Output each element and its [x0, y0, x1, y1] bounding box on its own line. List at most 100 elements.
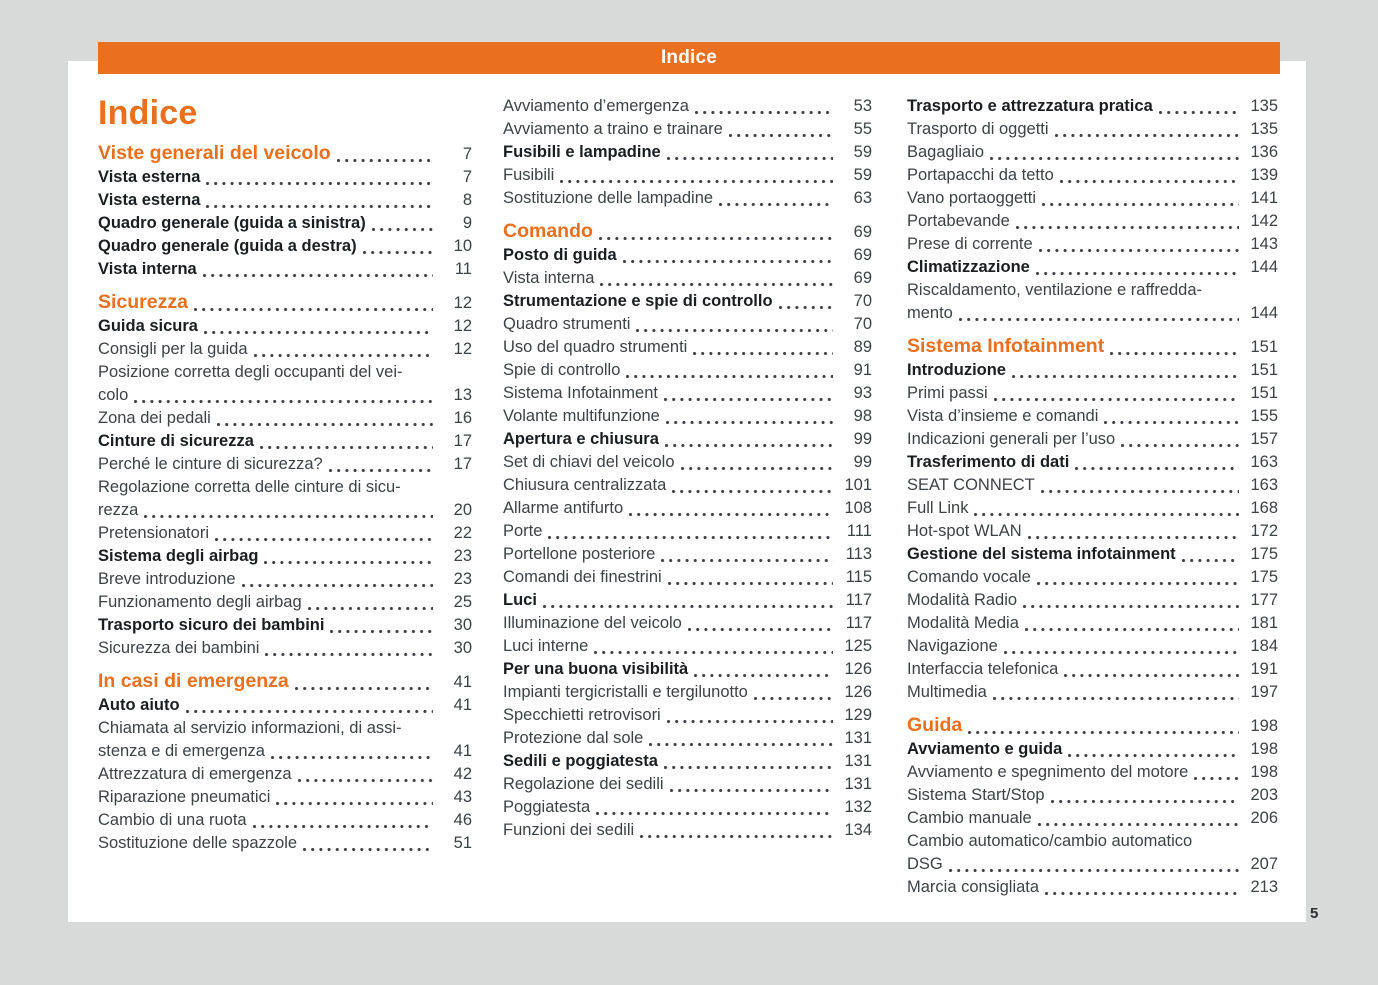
toc-page-number: 168 [1250, 499, 1278, 517]
toc-entry: stenza e di emergenza 41 [98, 740, 472, 763]
toc-page-number: 12 [453, 340, 472, 358]
dot-leader [560, 168, 833, 187]
toc-entry-label: Primi passi [907, 384, 988, 402]
toc-entry-label: Cambio manuale [907, 809, 1032, 827]
toc-entry: Spie di controllo 91 [503, 359, 872, 382]
dot-leader [1104, 409, 1239, 428]
toc-page-number: 23 [453, 547, 472, 565]
toc-entry-label: Protezione dal sole [503, 729, 644, 747]
toc-entry: Avviamento a traino e trainare 55 [503, 118, 872, 141]
toc-entry: Luci interne 125 [503, 635, 872, 658]
toc-page-number: 41 [453, 696, 472, 714]
toc-entry-label: Navigazione [907, 637, 998, 655]
toc-entry-label: Fusibili e lampadine [503, 143, 661, 161]
toc-entry-label: Set di chiavi del veicolo [503, 453, 675, 471]
dot-leader [968, 719, 1239, 738]
dot-leader [600, 271, 833, 290]
toc-entry: Avviamento d’emergenza 53 [503, 95, 872, 118]
toc-list-2: Avviamento d’emergenza 53 Avviamento a tra… [503, 95, 872, 842]
toc-entry: Vista d’insieme e comandi 155 [907, 405, 1278, 428]
dot-leader [664, 432, 833, 451]
toc-entry-label: Attrezzatura di emergenza [98, 765, 292, 783]
toc-entry-label: Impianti tergicristalli e tergilunotto [503, 683, 748, 701]
toc-entry: Navigazione 184 [907, 635, 1278, 658]
toc-entry-label: Sostituzione delle spazzole [98, 834, 298, 852]
toc-entry: Perché le cinture di sicurezza? 17 [98, 453, 472, 476]
dot-leader [598, 225, 833, 244]
toc-page-number: 144 [1250, 258, 1278, 276]
toc-page-number: 132 [844, 798, 872, 816]
toc-page-number: 151 [1250, 361, 1278, 379]
toc-page-number: 69 [853, 223, 872, 241]
toc-entry-label: Zona dei pedali [98, 409, 211, 427]
toc-entry: Sostituzione delle lampadine 63 [503, 187, 872, 210]
toc-page-number: 17 [453, 455, 472, 473]
toc-entry-label: Vista interna [503, 269, 595, 287]
toc-entry-label: Funzioni dei sedili [503, 821, 635, 839]
dot-leader [1059, 168, 1239, 187]
toc-entry: Modalità Media 181 [907, 612, 1278, 635]
toc-page-number: 11 [454, 260, 472, 278]
toc-page-number: 30 [453, 616, 472, 634]
toc-page-number: 63 [853, 189, 872, 207]
toc-entry: Allarme antifurto 108 [503, 497, 872, 520]
dot-leader [649, 731, 833, 750]
toc-entry-label: Allarme antifurto [503, 499, 624, 517]
toc-page-number: 30 [453, 639, 472, 657]
toc-entry-label: SEAT CONNECT [907, 476, 1035, 494]
toc-page-number: 51 [453, 834, 472, 852]
toc-entry-label: Modalità Radio [907, 591, 1018, 609]
dot-leader [1194, 765, 1239, 784]
toc-page-number: 131 [844, 729, 872, 747]
toc-entry: Volante multifunzione 98 [503, 405, 872, 428]
toc-content: Indice Viste generali del veicolo 7 Vista … [98, 95, 1278, 899]
dot-leader [664, 386, 833, 405]
toc-page-number: 22 [453, 524, 472, 542]
dot-leader [206, 170, 433, 189]
toc-section-entry: Comando 69 [503, 220, 872, 244]
dot-leader [992, 685, 1239, 704]
toc-entry-label: Illuminazione del veicolo [503, 614, 682, 632]
dot-leader [1011, 363, 1239, 382]
toc-page-number: 151 [1250, 384, 1278, 402]
toc-entry-label: DSG [907, 855, 943, 873]
dot-leader [974, 501, 1239, 520]
toc-page-number: 126 [844, 660, 872, 678]
toc-entry: Cinture di sicurezza 17 [98, 430, 472, 453]
toc-entry-label: Porte [503, 522, 543, 540]
toc-entry: Trasporto e attrezzatura pratica 135 [907, 95, 1278, 118]
toc-entry-label: Avviamento e guida [907, 740, 1063, 758]
toc-page-number: 184 [1250, 637, 1278, 655]
toc-entry: Portapacchi da tetto 139 [907, 164, 1278, 187]
dot-leader [144, 503, 433, 522]
toc-page-number: 135 [1250, 97, 1278, 115]
toc-entry-label: Hot-spot WLAN [907, 522, 1022, 540]
dot-leader [270, 744, 433, 763]
dot-leader [622, 248, 833, 267]
toc-page-number: 198 [1250, 717, 1278, 735]
toc-entry-label: Luci [503, 591, 537, 609]
page-header-bar: Indice [98, 42, 1280, 74]
toc-entry-label: colo [98, 386, 129, 404]
toc-page-number: 144 [1250, 304, 1278, 322]
toc-entry-label: Luci interne [503, 637, 589, 655]
dot-leader [1158, 99, 1239, 118]
toc-entry: SEAT CONNECT 163 [907, 474, 1278, 497]
toc-page-number: 207 [1250, 855, 1278, 873]
dot-leader [1024, 616, 1239, 635]
toc-page-number: 16 [453, 409, 472, 427]
toc-page-number: 46 [453, 811, 472, 829]
toc-entry: Posto di guida 69 [503, 244, 872, 267]
dot-leader [1045, 880, 1239, 899]
toc-page-number: 70 [853, 292, 872, 310]
toc-entry: Climatizzazione 144 [907, 256, 1278, 279]
toc-entry: Quadro generale (guida a destra) 10 [98, 235, 472, 258]
dot-leader [265, 641, 433, 660]
dot-leader [1064, 662, 1239, 681]
toc-entry-label: Full Link [907, 499, 969, 517]
dot-leader [993, 386, 1239, 405]
toc-section-entry: Sicurezza 12 [98, 291, 472, 315]
toc-entry-label: Chiusura centralizzata [503, 476, 667, 494]
toc-entry-label: Per una buona visibilità [503, 660, 689, 678]
toc-page-number: 131 [844, 775, 872, 793]
